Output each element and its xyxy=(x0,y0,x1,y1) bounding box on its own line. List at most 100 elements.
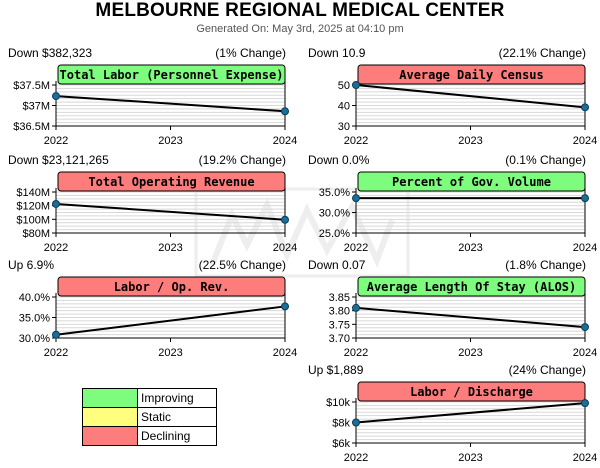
x-tick-label: 2023 xyxy=(458,347,482,359)
x-tick-label: 2024 xyxy=(573,347,597,359)
x-tick-label: 2023 xyxy=(458,135,482,147)
chart-panel-alos: Down 0.07 (1.8% Change) Average Length O… xyxy=(300,258,600,363)
change-percent: (19.2% Change) xyxy=(198,153,286,167)
chart-svg: Total Labor (Personnel Expense) $37.5M $37… xyxy=(13,64,297,147)
data-point xyxy=(352,81,360,89)
legend-swatch xyxy=(82,408,138,426)
chart-title-tab xyxy=(57,64,286,85)
chart-panel-total-operating-revenue: Down $23,121,265 (19.2% Change) Total Op… xyxy=(0,153,300,258)
y-tick-label: 35.0% xyxy=(19,313,50,325)
chart-title-tab xyxy=(357,381,586,402)
change-percent: (1.8% Change) xyxy=(505,258,586,272)
y-tick-label: 30.0% xyxy=(19,333,50,345)
y-tick-label: 25.0% xyxy=(319,228,350,240)
change-summary: Up $1,889 xyxy=(308,363,364,377)
x-tick-label: 2023 xyxy=(158,242,182,254)
chart-title: Labor / Discharge xyxy=(410,385,533,399)
legend-row-declining: Declining xyxy=(82,427,217,446)
data-point xyxy=(352,418,360,427)
chart-title: Total Operating Revenue xyxy=(88,175,254,189)
generated-timestamp: Generated On: May 3rd, 2025 at 04:10 pm xyxy=(196,23,404,35)
chart-svg: Total Operating Revenue $140M $120M$100M $8… xyxy=(16,171,297,254)
legend-label: Static xyxy=(138,408,217,426)
data-point xyxy=(281,107,289,116)
y-tick-label: $8k xyxy=(332,418,350,430)
change-percent: (22.1% Change) xyxy=(498,46,586,60)
change-summary: Down $382,323 xyxy=(8,46,93,60)
chart-panel-percent-gov-volume: Down 0.0% (0.1% Change) Percent of Gov. … xyxy=(300,153,600,258)
x-tick-label: 2024 xyxy=(273,242,297,254)
y-tick-label: 50 xyxy=(338,80,350,92)
legend-label: Improving xyxy=(138,389,217,407)
y-tick-label: $140M xyxy=(16,187,50,199)
change-summary: Down 0.0% xyxy=(308,153,370,167)
x-tick-label: 2022 xyxy=(344,135,368,147)
data-point xyxy=(281,215,289,224)
y-tick-label: $120M xyxy=(16,201,50,213)
data-point xyxy=(52,330,60,339)
y-tick-label: $80M xyxy=(22,228,50,240)
x-tick-label: 2023 xyxy=(458,452,482,464)
y-tick-label: 40 xyxy=(338,101,350,113)
x-tick-label: 2022 xyxy=(344,347,368,359)
y-tick-label: 3.80 xyxy=(329,306,350,318)
data-point xyxy=(352,194,360,203)
y-tick-label: 30.0% xyxy=(319,208,350,220)
data-point xyxy=(581,103,589,112)
change-summary: Up 6.9% xyxy=(8,258,55,272)
data-point xyxy=(581,194,589,203)
x-tick-label: 2022 xyxy=(344,452,368,464)
y-tick-label: $37.5M xyxy=(13,80,50,92)
chart-svg: Average Length Of Stay (ALOS)3.853.803.7… xyxy=(329,276,597,359)
chart-title: Average Length Of Stay (ALOS) xyxy=(367,280,577,294)
y-tick-label: 35.0% xyxy=(319,187,350,199)
data-point xyxy=(352,303,360,312)
x-tick-label: 2024 xyxy=(573,452,597,464)
legend-label: Declining xyxy=(138,427,217,445)
x-tick-label: 2024 xyxy=(273,135,297,147)
series-line xyxy=(55,202,286,221)
chart-svg: Percent of Gov. Volume 35.0% 30.0% 25.0% 202… xyxy=(319,171,597,254)
y-tick-label: $6k xyxy=(332,438,350,450)
x-tick-label: 2023 xyxy=(458,242,482,254)
x-tick-label: 2024 xyxy=(273,347,297,359)
series-line xyxy=(55,305,286,336)
chart-title: Labor / Op. Rev. xyxy=(114,280,230,294)
change-summary: Down 10.9 xyxy=(308,46,366,60)
chart-panel-total-labor: Down $382,323 (1% Change) Total Labor (P… xyxy=(0,46,300,151)
data-point xyxy=(581,323,589,332)
chart-panel-labor-op-rev: Up 6.9% (22.5% Change) Labor / Op. Rev. 4… xyxy=(0,258,300,363)
x-tick-label: 2022 xyxy=(44,347,68,359)
change-summary: Down 0.07 xyxy=(308,258,366,272)
data-point xyxy=(281,302,289,311)
y-tick-label: 30 xyxy=(338,121,350,133)
legend-row-improving: Improving xyxy=(82,389,217,408)
chart-svg: Labor / Op. Rev. 40.0% 35.0% 30.0% 2022 2023 2… xyxy=(19,276,297,359)
chart-title-tab xyxy=(57,171,286,192)
chart-svg: Labor / Discharge $10k $8k $6k 2022 2023 2024 xyxy=(326,381,597,464)
series-line xyxy=(355,84,586,109)
page-title: MELBOURNE REGIONAL MEDICAL CENTER xyxy=(95,0,505,21)
y-tick-label: 3.70 xyxy=(329,333,350,345)
chart-title: Percent of Gov. Volume xyxy=(392,175,551,189)
change-percent: (24% Change) xyxy=(508,363,586,377)
data-point xyxy=(581,399,589,408)
status-legend: Improving Static Declining xyxy=(82,388,217,446)
series-line xyxy=(355,402,586,424)
x-tick-label: 2024 xyxy=(573,242,597,254)
chart-title-tab xyxy=(357,171,586,192)
y-tick-label: 3.75 xyxy=(329,319,350,331)
series-line xyxy=(355,306,586,329)
chart-svg: Average Daily Census 50 40 30 2022 2023 2024 xyxy=(338,64,597,147)
y-tick-label: $37M xyxy=(22,101,50,113)
y-tick-label: 3.85 xyxy=(329,292,350,304)
y-tick-label: $36.5M xyxy=(13,121,50,133)
x-tick-label: 2024 xyxy=(573,135,597,147)
chart-panel-average-daily-census: Down 10.9 (22.1% Change) Average Daily C… xyxy=(300,46,600,151)
y-tick-label: $10k xyxy=(326,397,350,409)
legend-row-static: Static xyxy=(82,408,217,427)
x-tick-label: 2022 xyxy=(44,135,68,147)
y-tick-label: $100M xyxy=(16,214,50,226)
data-point xyxy=(52,199,60,208)
x-tick-label: 2023 xyxy=(158,135,182,147)
